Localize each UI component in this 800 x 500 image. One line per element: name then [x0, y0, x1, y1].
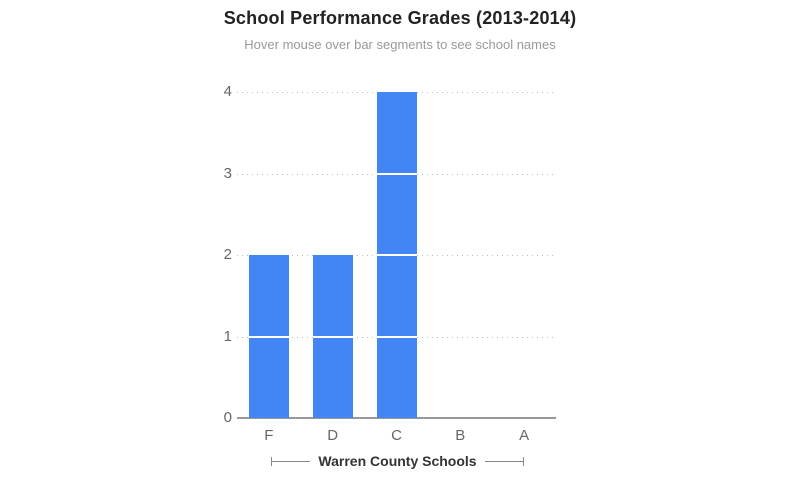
x-tick-label-D: D: [327, 427, 339, 444]
bar-segment-separator: [376, 254, 417, 256]
y-tick-label-3: 3: [223, 164, 232, 182]
plot-area: [237, 92, 556, 419]
bar-F[interactable]: [248, 255, 289, 418]
y-tick-label-0: 0: [223, 409, 232, 426]
x-axis-baseline: [237, 417, 556, 419]
bar-C[interactable]: [376, 92, 417, 418]
bar-segment-separator: [376, 335, 417, 338]
x-axis-title-row: Warren County Schools: [271, 452, 525, 470]
bar-segment-separator: [312, 335, 353, 338]
x-tick-label-B: B: [455, 427, 466, 444]
chart-subtitle: Hover mouse over bar segments to see sch…: [244, 37, 556, 52]
x-tick-label-C: C: [391, 427, 402, 444]
chart-title: School Performance Grades (2013-2014): [223, 8, 577, 28]
y-tick-label-2: 2: [223, 246, 232, 263]
bar-segment-separator: [248, 335, 289, 338]
x-axis-title: Warren County Schools: [318, 453, 477, 469]
bracket-left-line: [271, 456, 311, 466]
x-tick-label-F: F: [264, 427, 274, 444]
x-tick-label-A: A: [519, 427, 530, 444]
y-tick-label-4: 4: [223, 83, 232, 100]
bar-segment-separator: [376, 172, 417, 175]
bracket-right-line: [484, 456, 525, 466]
y-tick-label-1: 1: [223, 327, 232, 345]
bar-D[interactable]: [312, 255, 353, 418]
